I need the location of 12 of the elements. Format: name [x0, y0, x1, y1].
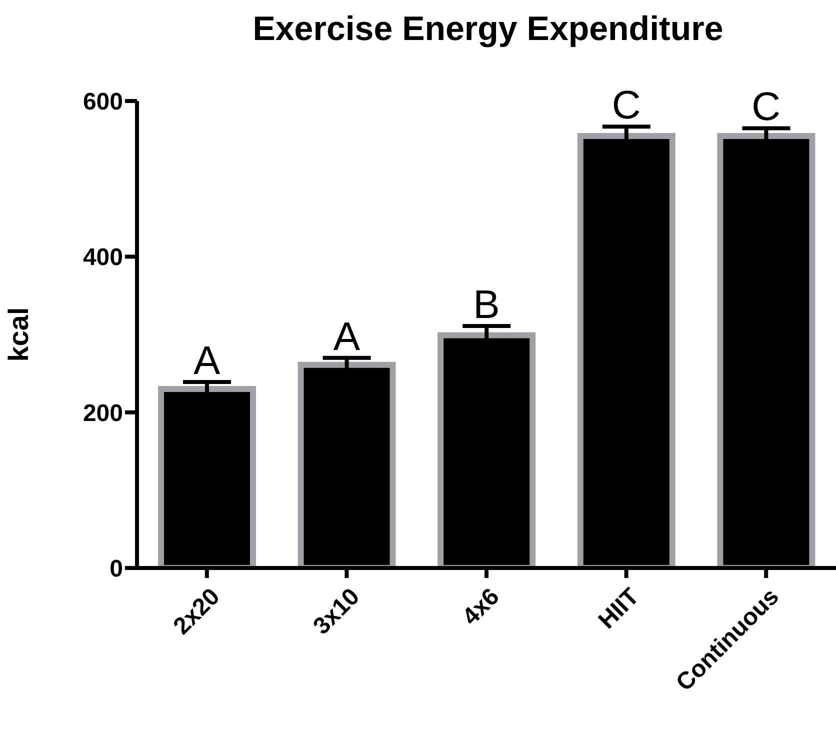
chart-title: Exercise Energy Expenditure	[252, 10, 724, 49]
annotation: B	[473, 282, 500, 327]
y-tick-label: 600	[82, 88, 123, 116]
y-tick-label: 0	[110, 556, 123, 583]
annotation: C	[752, 85, 781, 130]
y-tick-label: 400	[82, 244, 123, 272]
annotation: C	[612, 84, 641, 128]
annotation: A	[194, 338, 221, 383]
x-tick-label: 4x6	[457, 583, 505, 631]
y-tick-label: 200	[82, 400, 123, 427]
y-axis-title: kcal	[2, 307, 34, 362]
annotation: A	[333, 314, 360, 359]
